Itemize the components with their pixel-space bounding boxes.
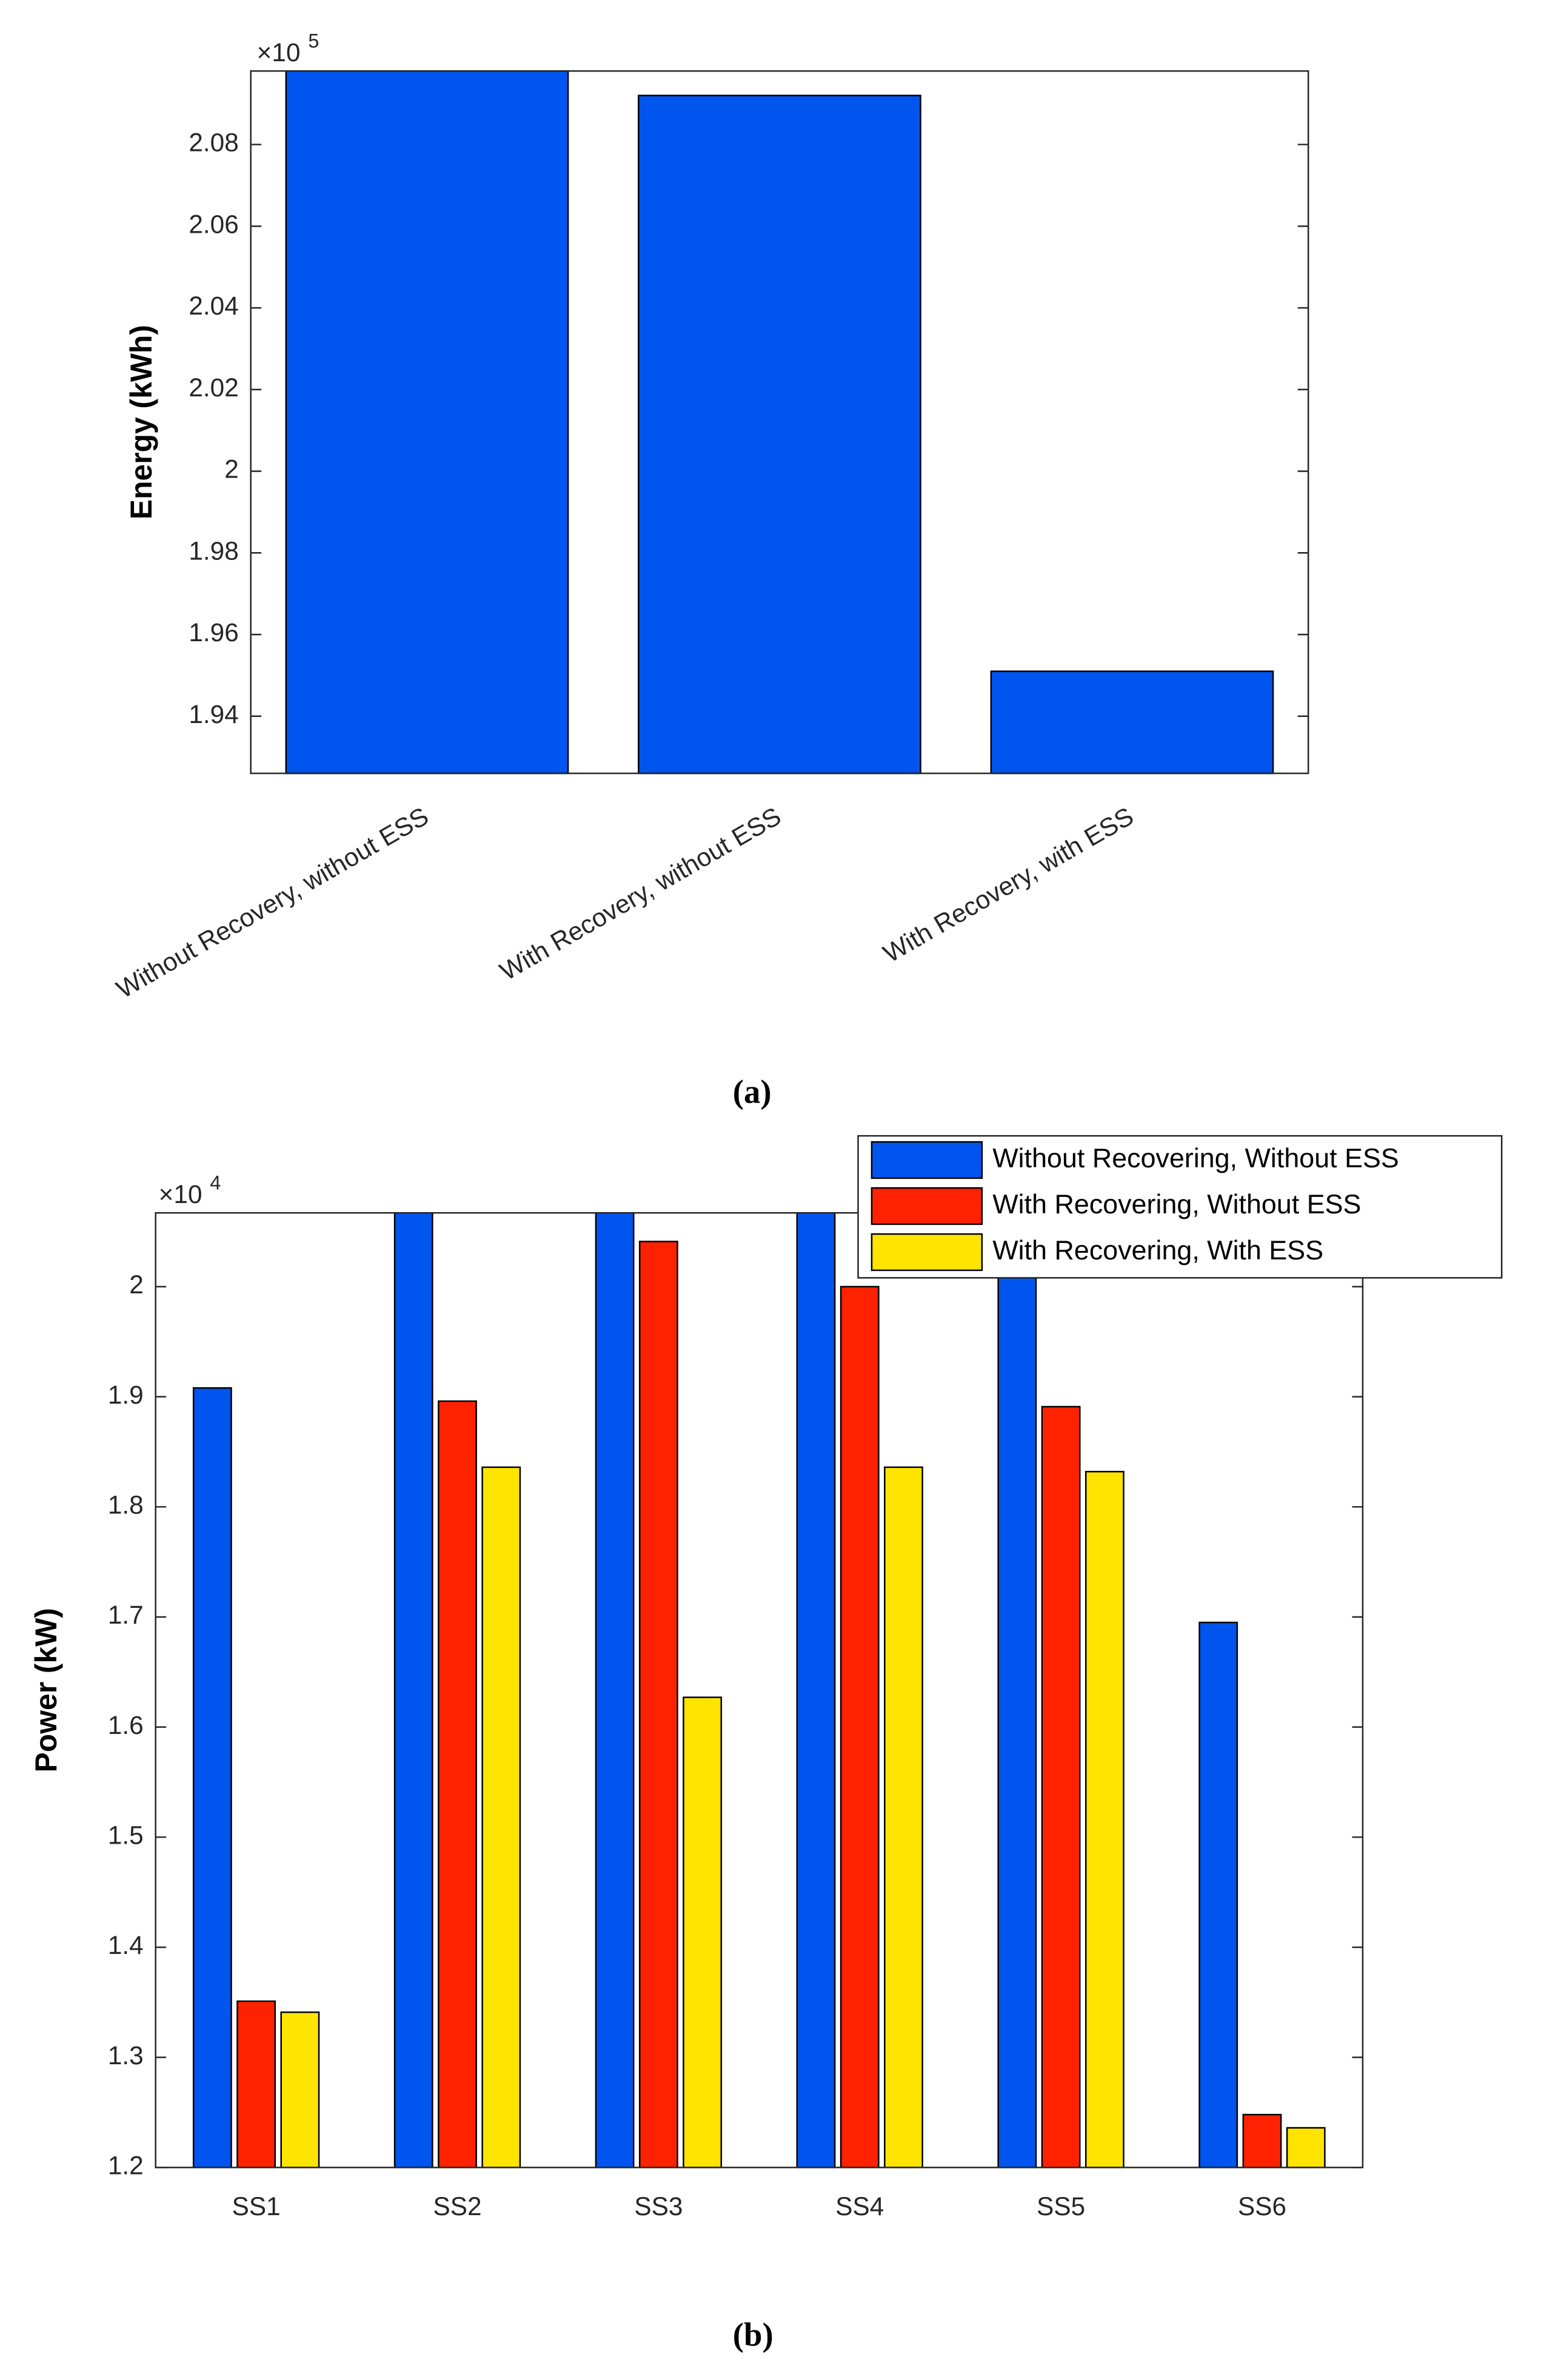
y-tick-label: 1.98 [189, 536, 238, 565]
y-tick-label: 2 [129, 1270, 144, 1299]
axes-box [155, 1212, 1364, 2168]
x-tick-label: SS5 [1037, 2192, 1085, 2221]
y-axis-label: Power (kW) [29, 1608, 63, 1772]
bar [840, 1285, 880, 2168]
bar [393, 1212, 433, 2168]
bar [438, 1400, 477, 2168]
x-tick-label: With Recovery, without ESS [495, 802, 786, 986]
axis-multiplier: ×10 [159, 1180, 202, 1208]
y-tick-label: 2 [224, 455, 239, 484]
bar [192, 1387, 232, 2168]
bar [683, 1696, 723, 2168]
bar [1085, 1470, 1124, 2168]
axis-multiplier-exponent: 5 [308, 30, 319, 52]
y-tick-label: 2.02 [189, 373, 238, 402]
bar [236, 2000, 276, 2168]
x-tick-label: SS2 [433, 2192, 481, 2221]
bar [796, 1212, 836, 2168]
x-tick-label: SS4 [835, 2192, 884, 2221]
legend-label: With Recovering, Without ESS [992, 1188, 1361, 1219]
y-axis-label: Energy (kWh) [124, 325, 158, 519]
bar [638, 95, 921, 775]
y-tick-label: 1.94 [189, 700, 238, 728]
x-tick-label: Without Recovery, without ESS [112, 802, 433, 1004]
bar [280, 2011, 320, 2168]
bar [997, 1212, 1037, 2168]
x-tick-label: SS3 [634, 2192, 683, 2221]
x-tick-label: SS1 [232, 2192, 281, 2221]
y-tick-label: 1.6 [108, 1711, 144, 1739]
legend-swatch [870, 1233, 983, 1272]
y-tick-label: 1.2 [108, 2152, 144, 2180]
bar [638, 1241, 678, 2168]
y-tick-label: 1.3 [108, 2041, 144, 2070]
bar [595, 1212, 635, 2168]
axes-box [250, 70, 1309, 775]
legend-swatch [870, 1187, 983, 1225]
bar [884, 1466, 923, 2168]
bar [1198, 1621, 1238, 2168]
bar [481, 1466, 521, 2168]
caption: (a) [733, 1073, 772, 1110]
bar [990, 670, 1274, 775]
y-tick-label: 1.7 [108, 1601, 144, 1629]
axis-multiplier-exponent: 4 [210, 1172, 221, 1193]
bar [1041, 1405, 1081, 2168]
y-tick-label: 2.04 [189, 292, 238, 320]
y-tick-label: 2.08 [189, 128, 238, 157]
caption: (b) [733, 2316, 774, 2353]
y-tick-label: 1.9 [108, 1381, 144, 1409]
bar [285, 70, 569, 775]
y-tick-label: 1.5 [108, 1821, 144, 1850]
bar [1242, 2113, 1282, 2168]
axis-multiplier: ×10 [257, 38, 301, 67]
y-tick-label: 1.4 [108, 1931, 144, 1959]
legend-label: Without Recovering, Without ESS [992, 1142, 1398, 1173]
y-tick-label: 2.06 [189, 210, 238, 238]
bar [1286, 2127, 1326, 2168]
legend-swatch [870, 1141, 983, 1179]
x-tick-label: With Recovery, with ESS [878, 802, 1138, 968]
x-tick-label: SS6 [1238, 2192, 1286, 2221]
legend-label: With Recovering, With ESS [992, 1235, 1323, 1265]
y-tick-label: 1.96 [189, 618, 238, 647]
y-tick-label: 1.8 [108, 1490, 144, 1519]
